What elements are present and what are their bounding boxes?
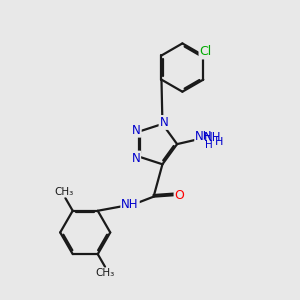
Text: CH₃: CH₃ (54, 187, 74, 196)
Text: N: N (160, 116, 168, 129)
Text: NH: NH (204, 131, 221, 144)
Text: H: H (205, 140, 212, 150)
Text: NH: NH (195, 130, 212, 143)
Text: N: N (132, 124, 141, 137)
Text: H: H (214, 137, 223, 147)
Text: CH₃: CH₃ (95, 268, 115, 278)
Text: Cl: Cl (200, 45, 212, 58)
Text: O: O (175, 189, 184, 202)
Text: NH: NH (121, 197, 139, 211)
Text: N: N (131, 152, 140, 164)
